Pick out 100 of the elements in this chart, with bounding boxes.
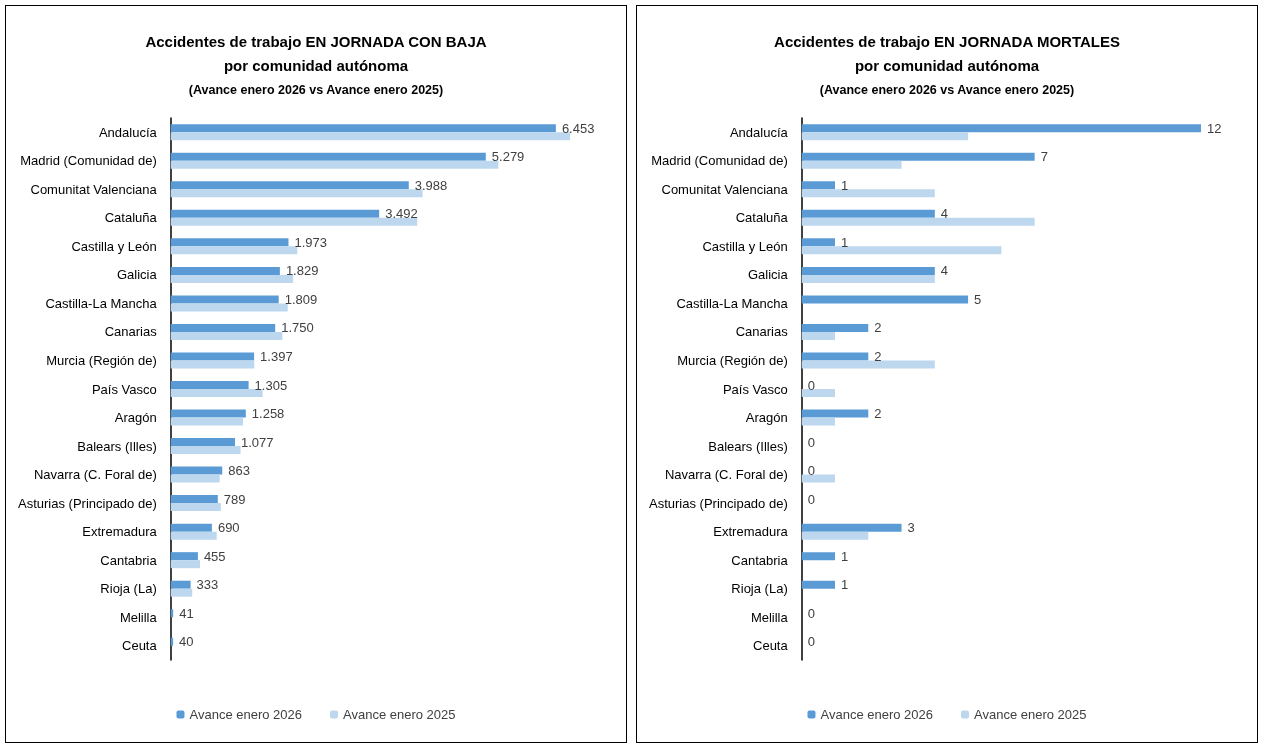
bar: [170, 409, 246, 418]
bar: [170, 446, 241, 455]
legend-label: Avance enero 2025: [974, 707, 1087, 722]
bar: [801, 523, 902, 532]
bar: [801, 132, 969, 141]
bar: [170, 588, 193, 597]
data-label: 1: [841, 177, 849, 193]
bar: [170, 417, 243, 426]
bar: [801, 531, 869, 540]
chart-subtitle: (Avance enero 2026 vs Avance enero 2025): [188, 82, 444, 97]
data-label: 1.809: [284, 291, 318, 307]
bar: [801, 552, 835, 561]
bar: [170, 523, 212, 532]
data-label: 0: [807, 463, 815, 479]
y-tick-label: Madrid (Comunidad de): [651, 153, 788, 169]
y-tick-label: Extremadura: [713, 524, 789, 540]
bar: [801, 152, 1035, 161]
y-tick-label: Galicia: [747, 267, 789, 283]
bar: [170, 217, 418, 226]
bar: [170, 389, 263, 397]
data-label: 1.305: [254, 377, 288, 393]
bar: [801, 181, 835, 190]
data-label: 690: [217, 520, 240, 536]
y-tick-label: Aragón: [745, 410, 788, 426]
y-tick-label: Rioja (La): [100, 581, 157, 597]
data-label: 40: [179, 634, 194, 650]
bar: [801, 409, 869, 418]
y-tick-label: Balears (Illes): [708, 438, 788, 454]
y-tick-label: Castilla y León: [71, 238, 157, 254]
bar: [170, 381, 249, 389]
y-tick-label: Asturias (Principado de): [648, 495, 788, 511]
chart-title: Accidentes de trabajo EN JORNADA CON BAJA por comunidad autónoma: [145, 32, 487, 74]
legend-label: Avance enero 2026: [189, 707, 303, 722]
bar: [801, 474, 835, 483]
legend-label: Avance enero 2026: [820, 707, 934, 722]
data-label: 0: [807, 605, 815, 621]
data-label: 2: [874, 348, 882, 364]
bar: [801, 331, 835, 340]
data-label: 2: [874, 320, 882, 336]
data-label: 863: [228, 463, 250, 479]
data-label: 1.397: [260, 348, 293, 364]
bar: [170, 181, 409, 190]
data-label: 0: [807, 434, 815, 450]
y-tick-label: Navarra (C. Foral de): [664, 467, 788, 483]
chart-title: Accidentes de trabajo EN JORNADA MORTALES por comunidad autónoma: [774, 32, 1120, 74]
bar: [170, 552, 198, 561]
bar: [801, 389, 835, 397]
bar: [801, 274, 935, 283]
data-label: 1: [841, 548, 849, 564]
data-label: 4: [940, 263, 949, 279]
data-label: 1.077: [241, 434, 274, 450]
y-tick-label: Melilla: [750, 609, 789, 625]
y-tick-label: Melilla: [119, 609, 158, 625]
data-label: 333: [196, 577, 219, 593]
bar: [170, 531, 217, 540]
data-label: 6.453: [561, 120, 595, 136]
data-label: 1.973: [294, 234, 328, 250]
bar: [801, 417, 835, 426]
bar: [801, 360, 935, 369]
bar: [170, 495, 218, 504]
data-label: 4: [940, 206, 949, 222]
y-tick-label: Cataluña: [735, 210, 789, 226]
bar: [801, 124, 1202, 133]
bar: [801, 580, 835, 589]
bar: [801, 209, 935, 218]
bar: [170, 124, 556, 133]
bar: [801, 189, 935, 198]
y-tick-label: País Vasco: [722, 381, 788, 397]
bar: [170, 474, 220, 483]
y-tick-label: Cantabria: [100, 552, 158, 568]
y-tick-label: Cantabria: [731, 552, 789, 568]
data-label: 2: [874, 406, 882, 422]
bar: [170, 331, 283, 340]
bar: [170, 189, 423, 198]
y-tick-label: Murcia (Región de): [46, 352, 157, 368]
bar: [801, 295, 969, 304]
bar: [801, 323, 869, 332]
data-label: 5: [974, 291, 982, 307]
data-label: 41: [179, 605, 194, 621]
bar: [170, 323, 276, 332]
bar: [170, 560, 200, 569]
bar: [801, 266, 935, 275]
y-tick-label: Aragón: [114, 410, 157, 426]
bar: [170, 152, 486, 161]
data-label: 1.750: [281, 320, 314, 336]
data-label: 3.988: [414, 177, 448, 193]
bar: [801, 217, 1035, 226]
bar: [170, 295, 279, 304]
data-label: 0: [807, 634, 815, 650]
data-label: 0: [807, 377, 815, 393]
bar: [170, 466, 223, 475]
y-tick-label: Cataluña: [104, 210, 158, 226]
bar: [170, 503, 221, 512]
chart-subtitle: (Avance enero 2026 vs Avance enero 2025): [819, 82, 1075, 97]
legend-label: Avance enero 2025: [343, 707, 456, 722]
bar: [170, 246, 298, 255]
bar: [170, 160, 499, 169]
y-tick-label: Madrid (Comunidad de): [20, 153, 157, 169]
data-label: 1.829: [285, 263, 319, 279]
y-tick-label: Asturias (Principado de): [17, 495, 157, 511]
